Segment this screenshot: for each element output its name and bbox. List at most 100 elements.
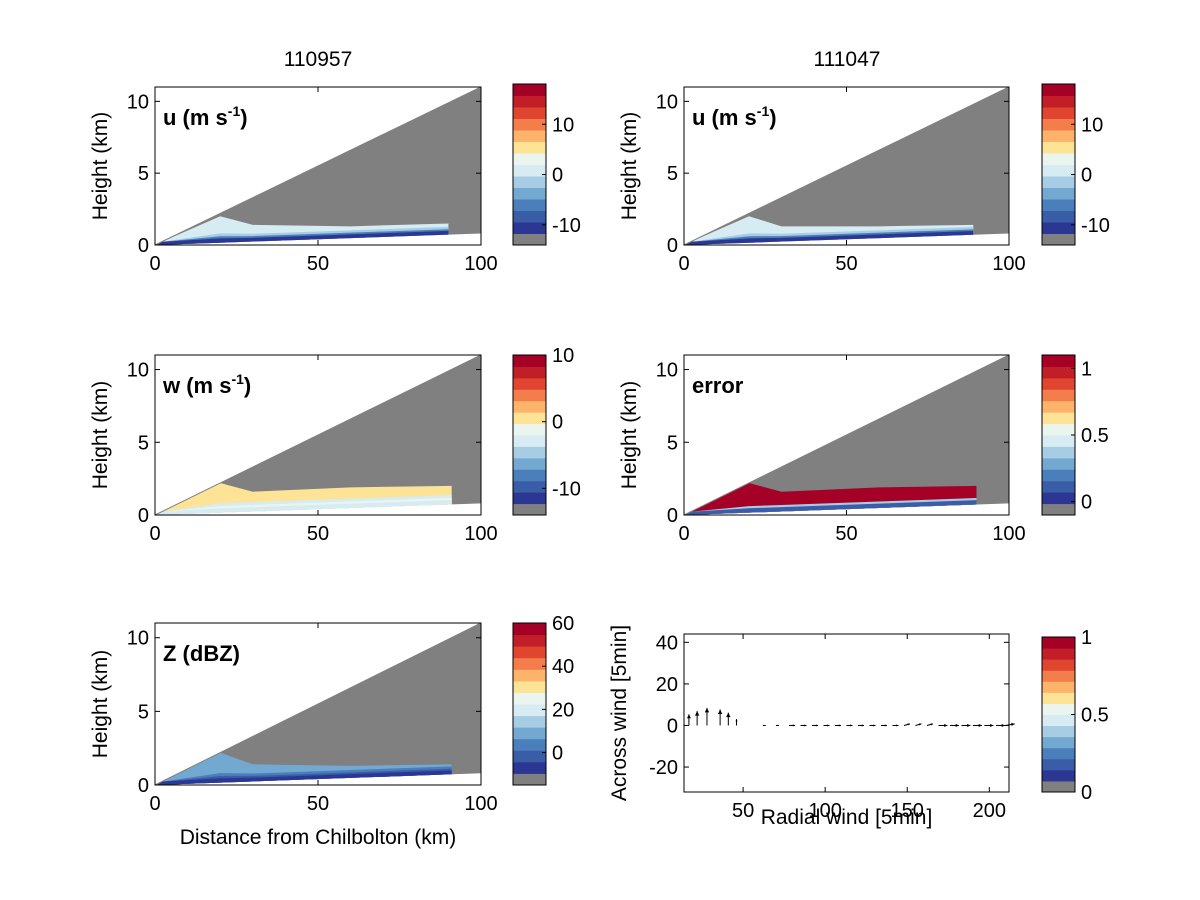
y-tick-label: 5: [138, 432, 149, 454]
colorbar-tick-label: 0: [1081, 165, 1092, 187]
y-tick-label: 5: [667, 432, 678, 454]
wind-vector-head-20: [930, 723, 933, 726]
colorbar-segment-1: [513, 210, 546, 223]
colorbar-segment-8: [513, 130, 546, 142]
wind-vector-head-0: [686, 714, 691, 719]
wind-vector-head-17: [896, 724, 899, 727]
colorbar-segment-7: [1042, 141, 1075, 154]
wind-vector-head-24: [978, 723, 982, 728]
panel-title: u (m s-1): [692, 103, 777, 130]
y-axis-label: Height (km): [89, 112, 112, 221]
upper-beam-edge: [683, 86, 1010, 246]
y-tick-label: 0: [138, 235, 149, 257]
y-tick-label: 0: [667, 715, 678, 737]
colorbar-tick-label: 1: [1081, 627, 1092, 649]
x-tick-label: 150: [891, 800, 924, 822]
upper-beam-edge: [154, 354, 482, 516]
colorbar: -10 0 10: [512, 345, 581, 516]
x-tick-label: 50: [835, 253, 857, 275]
colorbar-segment-12: [513, 623, 546, 636]
panel-u-111047: u (m s-1) 0 50 100 0 5 10 Height (km) -10 0 10: [618, 83, 1110, 275]
colorbar-segment-0: [1042, 222, 1075, 234]
panel-title: u (m s-1): [163, 103, 248, 130]
colorbar-segment-10: [1042, 107, 1075, 119]
y-tick-label: 5: [138, 701, 149, 723]
colorbar-segment-missing: [1042, 503, 1075, 515]
colorbar-segment-6: [513, 692, 546, 705]
wind-vector-head-25: [990, 723, 994, 728]
y-tick-label: 0: [667, 235, 678, 257]
colorbar-tick-label: 0: [552, 165, 563, 187]
colorbar-segment-4: [513, 176, 546, 188]
y-tick-label: 10: [656, 360, 678, 382]
panel-title: w (m s-1): [162, 371, 251, 398]
colorbar-tick-label: 0.5: [1081, 425, 1109, 447]
x-axis-label: Radial wind [5min]: [761, 806, 933, 829]
colorbar-segment-0: [513, 492, 546, 505]
echo-band-2: [684, 500, 977, 515]
x-tick-label: 100: [464, 253, 497, 275]
colorbar-tick-label: 20: [552, 699, 574, 721]
colorbar-segment-11: [513, 366, 546, 379]
colorbar: 00.51: [1041, 354, 1109, 516]
x-tick-label: 50: [732, 800, 754, 822]
echo-band-2: [684, 231, 974, 245]
colorbar-segment-10: [1042, 377, 1075, 390]
y-axis-label: Height (km): [618, 381, 641, 490]
colorbar-segment-5: [1042, 435, 1075, 447]
y-tick-label: 5: [138, 163, 149, 185]
colorbar-segment-0: [1042, 769, 1075, 782]
colorbar-segment-5: [513, 704, 546, 717]
wind-vector-head-27: [1011, 722, 1015, 727]
colorbar-segment-4: [1042, 446, 1075, 459]
colorbar-segment-7: [1042, 692, 1075, 704]
colorbar-segment-10: [513, 107, 546, 119]
colorbar-segment-12: [1042, 355, 1075, 367]
colorbar-segment-9: [1042, 389, 1075, 402]
wind-vector-head-3: [717, 709, 723, 714]
colorbar-segment-5: [513, 164, 546, 177]
wind-vector-head-5: [735, 719, 738, 722]
colorbar-segment-5: [513, 435, 546, 447]
colorbar-segment-0: [513, 761, 546, 774]
colorbar-segment-12: [1042, 637, 1075, 649]
wind-vector-head-10: [815, 724, 819, 727]
colorbar-segment-1: [513, 750, 546, 763]
y-tick-label: 10: [127, 91, 149, 113]
colorbar-tick-label: 10: [1081, 114, 1103, 136]
wind-vector-head-21: [944, 723, 948, 728]
x-axis-label: Distance from Chilbolton (km): [180, 826, 457, 849]
wind-vector-head-4: [726, 712, 731, 718]
colorbar-frame: [512, 354, 547, 516]
colorbar-segment-4: [513, 715, 546, 728]
colorbar-segment-0: [1042, 492, 1075, 505]
colorbar-segment-9: [513, 389, 546, 402]
x-tick-label: 50: [307, 793, 329, 815]
colorbar-segment-2: [513, 469, 546, 482]
colorbar-tick-label: -10: [552, 215, 581, 237]
colorbar-segment-2: [1042, 747, 1075, 760]
colorbar-segment-4: [513, 446, 546, 459]
colorbar-segment-7: [513, 141, 546, 154]
x-tick-label: 100: [992, 253, 1025, 275]
x-tick-label: 0: [149, 793, 160, 815]
colorbar-segment-4: [1042, 176, 1075, 188]
colorbar-frame: [1041, 83, 1076, 246]
y-axis-label: Height (km): [618, 112, 641, 221]
wind-vector-head-8: [792, 724, 796, 727]
colorbar-segment-8: [1042, 130, 1075, 142]
y-axis-label: Height (km): [89, 381, 112, 490]
panel-wind-vectors: 50 100 150 200 -20 0 20 40 Across wind [5min] Rad…: [608, 625, 1109, 829]
colorbar-segment-3: [1042, 457, 1075, 470]
wind-vector-head-19: [918, 723, 922, 726]
colorbar-segment-11: [513, 634, 546, 647]
colorbar-segment-9: [1042, 118, 1075, 131]
colorbar-segment-11: [1042, 95, 1075, 108]
colorbar-segment-2: [1042, 469, 1075, 482]
colorbar: -10 0 10: [512, 83, 581, 246]
colorbar-segment-0: [513, 222, 546, 234]
colorbar-segment-6: [1042, 423, 1075, 436]
colorbar-tick-label: 0: [552, 743, 563, 765]
